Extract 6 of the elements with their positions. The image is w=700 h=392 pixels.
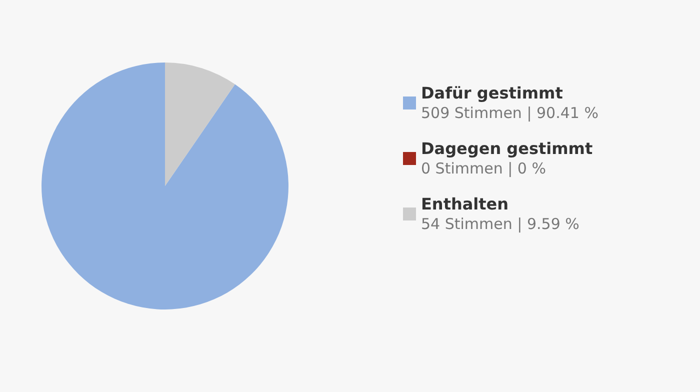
data-label: 54 Stimmen | 9.59 % bbox=[421, 215, 580, 233]
text: 0 Stimmen | 0 % bbox=[421, 160, 546, 178]
legend-label: Enthalten bbox=[421, 194, 509, 214]
legend-label: Dafür gestimmt bbox=[421, 84, 564, 102]
legend-label: Dagegen gestimmt bbox=[421, 139, 593, 158]
data-label: 509 Stimmen | 90.41 % bbox=[421, 104, 598, 122]
